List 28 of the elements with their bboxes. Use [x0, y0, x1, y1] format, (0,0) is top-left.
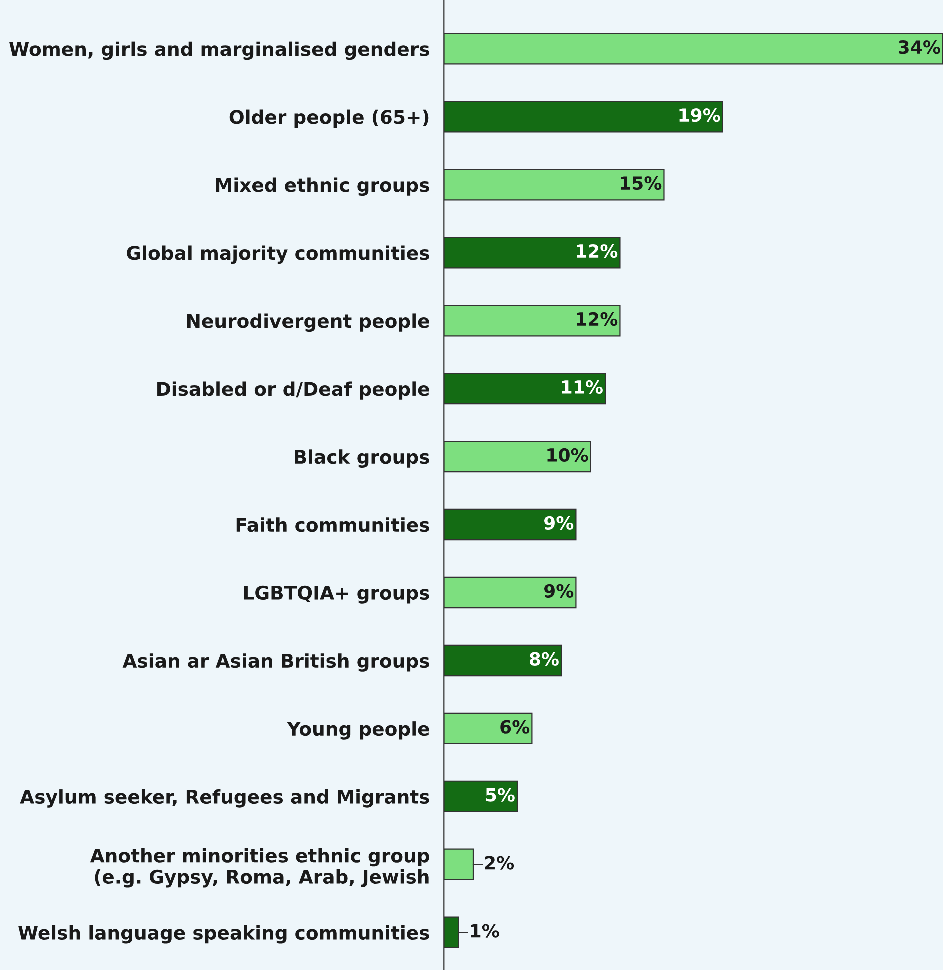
- y-tick-label: Asylum seeker, Refugees and Migrants: [20, 790, 430, 808]
- y-tick-label: Neurodivergent people: [188, 314, 430, 332]
- data-label: 12%: [577, 244, 618, 258]
- data-label: 2%: [485, 856, 514, 870]
- y-tick-label: Older people (65+): [230, 110, 429, 128]
- y-tick-label: Young people: [287, 722, 430, 740]
- data-label: 9%: [544, 516, 574, 530]
- y-tick-label: Welsh language speaking communities: [18, 925, 430, 944]
- y-tick-label: Faith communities: [236, 518, 430, 532]
- y-tick-label: Black groups: [295, 450, 430, 468]
- y-tick-label: Mixed ethnic groups: [216, 178, 430, 196]
- y-tick-label: Asian ar Asian British groups: [122, 654, 430, 672]
- y-tick-label: Women, girls and marginalised genders: [10, 42, 430, 60]
- data-label: 19%: [680, 108, 720, 122]
- data-label: 9%: [544, 584, 574, 598]
- y-tick-label: Another minorities ethnic group (e.g. Gypsy, Roma, Arab, Jewish: [90, 848, 430, 888]
- data-label: 12%: [577, 312, 618, 326]
- data-label: 15%: [621, 176, 662, 190]
- y-tick-label: LGBTQIA+ groups: [244, 586, 430, 604]
- data-label: 8%: [530, 652, 559, 666]
- y-tick-label: Global majority communities: [127, 246, 430, 264]
- data-label: 1%: [471, 924, 500, 938]
- data-label: 34%: [898, 40, 940, 54]
- data-label: 10%: [548, 448, 588, 462]
- data-label: 6%: [500, 720, 530, 734]
- y-tick-label: Disabled or d/Deaf people: [158, 382, 430, 400]
- data-label: 11%: [562, 380, 603, 394]
- data-label: 5%: [486, 788, 515, 802]
